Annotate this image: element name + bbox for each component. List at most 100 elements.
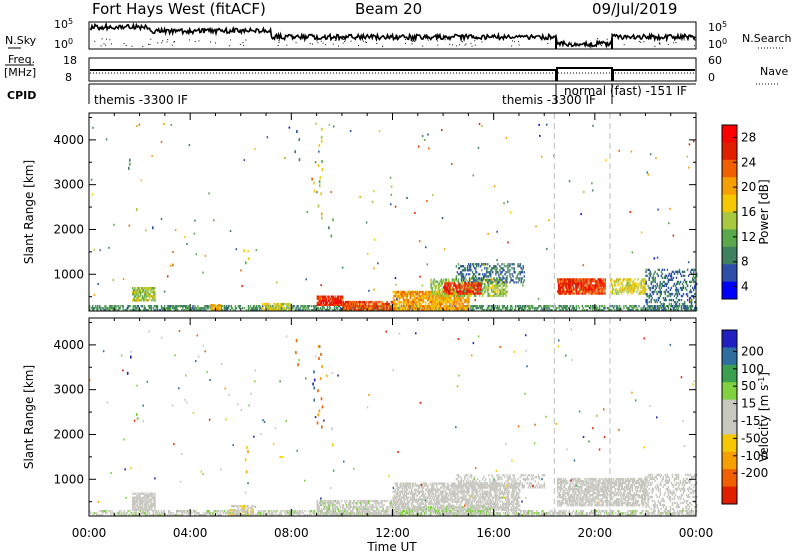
- range-cell: [590, 278, 592, 281]
- range-cell: [321, 309, 324, 312]
- range-cell: [401, 307, 404, 310]
- range-cell: [653, 512, 655, 515]
- range-cell: [341, 302, 344, 306]
- cpid-label: CPID: [7, 89, 36, 102]
- range-cell: [641, 284, 643, 287]
- range-cell: [482, 514, 484, 517]
- range-cell: [322, 299, 325, 302]
- range-cell: [422, 290, 425, 294]
- range-cell: [493, 288, 495, 291]
- range-cell: [417, 510, 420, 513]
- range-cell: [676, 512, 679, 515]
- range-cell: [394, 309, 396, 312]
- range-cell: [382, 309, 384, 312]
- range-cell: [317, 295, 320, 298]
- range-cell: [404, 290, 407, 294]
- range-cell: [633, 286, 635, 289]
- range-cell: [465, 273, 468, 276]
- range-cell: [573, 282, 575, 285]
- range-cell: [466, 309, 468, 312]
- range-cell: [463, 292, 465, 295]
- range-cell: [411, 307, 414, 310]
- range-cell: [485, 510, 488, 513]
- range-cell: [459, 273, 462, 276]
- range-cell: [598, 282, 600, 285]
- range-cell: [177, 309, 179, 312]
- range-cell: [589, 288, 591, 291]
- range-cell: [424, 292, 427, 296]
- range-cell: [168, 510, 171, 513]
- range-cell: [153, 291, 155, 294]
- range-cell: [149, 293, 151, 296]
- range-cell: [687, 512, 690, 515]
- nsearch-dot: [427, 39, 429, 41]
- range-cell: [638, 284, 640, 287]
- range-cell: [613, 280, 615, 283]
- range-cell: [434, 305, 436, 308]
- range-cell: [461, 296, 463, 300]
- range-cell: [183, 309, 185, 312]
- range-cell: [580, 286, 582, 289]
- range-cell: [563, 288, 565, 291]
- range-cell: [573, 292, 575, 295]
- range-cell: [601, 290, 603, 293]
- range-cell: [433, 309, 435, 312]
- range-cell: [456, 309, 458, 312]
- range-cell: [370, 305, 372, 308]
- range-cell: [432, 194, 434, 197]
- range-cell: [642, 307, 644, 310]
- range-cell: [476, 263, 478, 266]
- range-cell: [502, 294, 504, 297]
- range-cell: [469, 282, 471, 285]
- range-cell: [211, 304, 213, 307]
- range-cell: [498, 281, 500, 284]
- range-cell: [386, 302, 388, 306]
- range-cell: [449, 296, 451, 300]
- range-cell: [575, 284, 577, 287]
- range-cell: [150, 289, 152, 292]
- nsearch-dot: [511, 45, 513, 47]
- range-cell: [680, 286, 683, 290]
- range-cell: [447, 292, 449, 295]
- range-cell: [466, 282, 469, 285]
- range-cell: [145, 297, 147, 300]
- range-cell: [374, 302, 376, 306]
- range-cell: [333, 299, 336, 302]
- range-cell: [628, 278, 630, 281]
- range-cell: [493, 290, 495, 293]
- range-cell: [583, 191, 585, 193]
- range-cell: [449, 292, 451, 295]
- range-cell: [460, 307, 462, 310]
- range-cell: [406, 307, 409, 310]
- range-cell: [133, 496, 135, 499]
- range-cell: [284, 309, 286, 312]
- range-cell: [677, 307, 680, 310]
- range-cell: [661, 268, 664, 272]
- range-cell: [648, 300, 650, 304]
- range-cell: [464, 290, 467, 293]
- range-cell: [646, 300, 648, 304]
- range-cell: [539, 134, 541, 137]
- range-cell: [563, 305, 565, 308]
- range-cell: [454, 302, 456, 306]
- range-cell: [575, 514, 578, 517]
- range-cell: [614, 309, 616, 312]
- range-cell: [341, 266, 344, 269]
- range-cell: [135, 295, 137, 298]
- range-cell: [583, 284, 585, 287]
- range-cell: [496, 294, 498, 297]
- range-cell: [496, 514, 499, 517]
- range-cell: [472, 286, 474, 289]
- nsearch-dot: [471, 45, 473, 47]
- range-cell: [429, 290, 432, 294]
- range-cell: [460, 510, 462, 513]
- range-cell: [601, 280, 603, 283]
- range-cell: [507, 510, 510, 513]
- range-cell: [204, 305, 206, 308]
- range-cell: [579, 292, 581, 295]
- range-cell: [148, 305, 151, 308]
- range-cell: [142, 291, 144, 294]
- range-cell: [506, 514, 509, 517]
- range-cell: [295, 512, 297, 515]
- range-cell: [489, 294, 491, 297]
